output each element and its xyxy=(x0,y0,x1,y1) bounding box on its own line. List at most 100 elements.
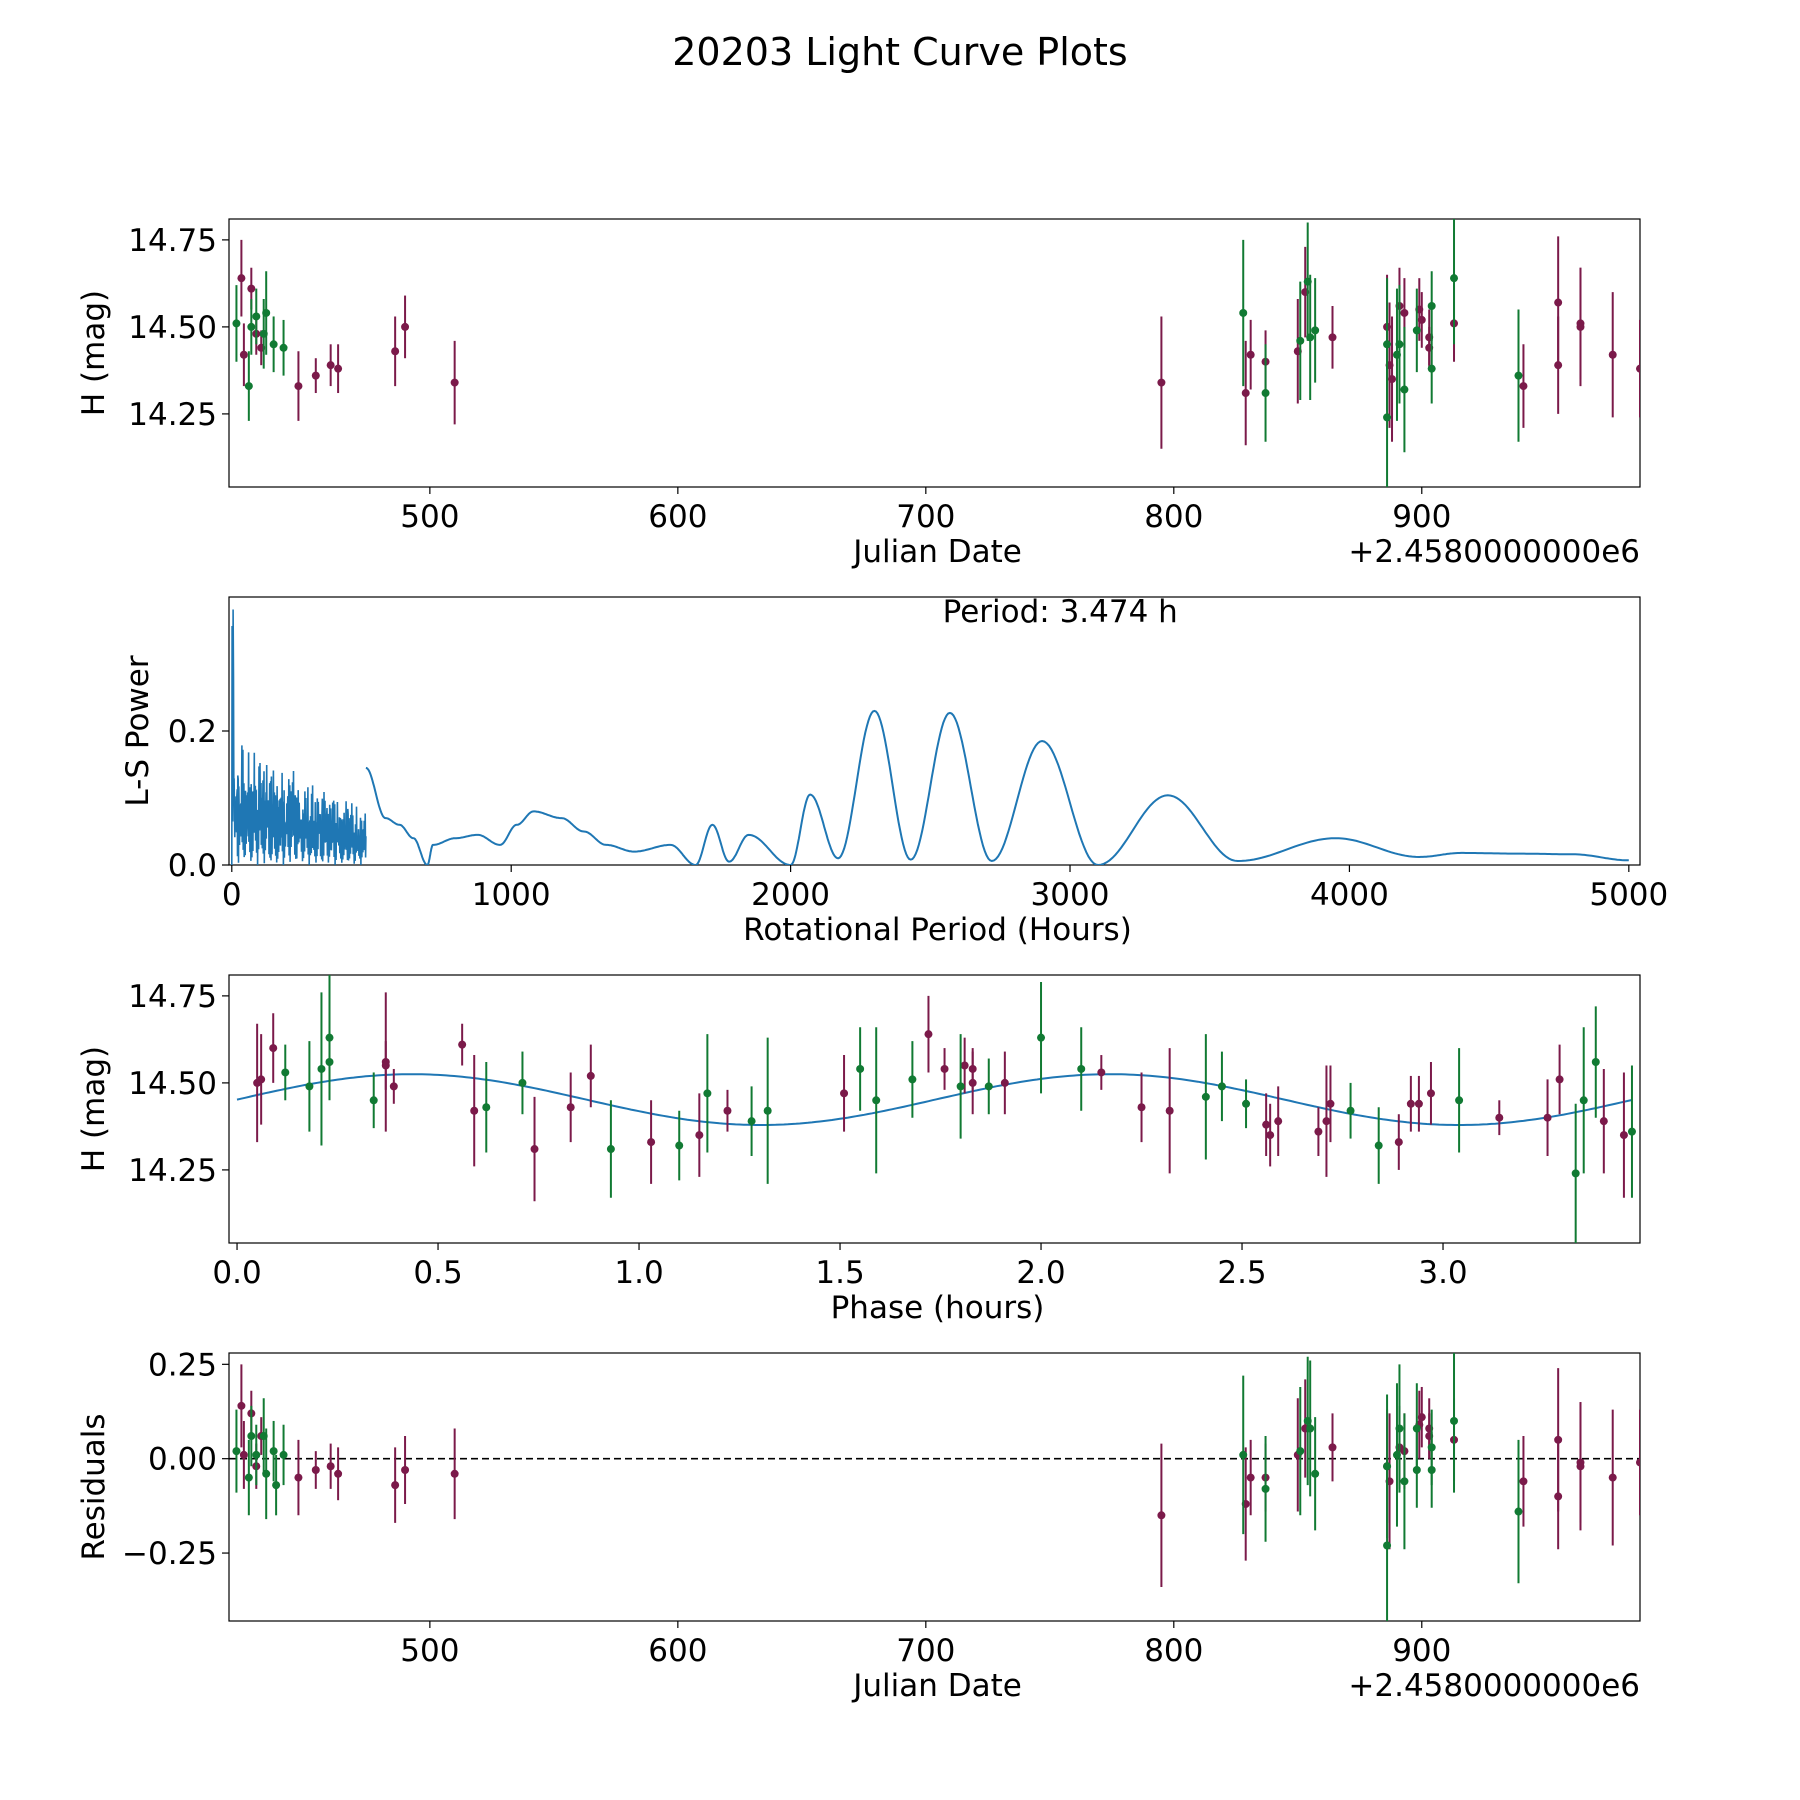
data-point xyxy=(252,312,261,321)
x-offset-label: +2.4580000000e6 xyxy=(1348,534,1640,570)
data-point xyxy=(1427,1466,1436,1475)
data-point xyxy=(872,1096,881,1105)
data-point xyxy=(1328,1443,1337,1452)
data-point xyxy=(1314,1127,1323,1136)
x-tick-label: 1000 xyxy=(472,877,551,913)
data-point xyxy=(279,1450,288,1459)
data-point xyxy=(695,1131,704,1140)
data-point xyxy=(482,1103,491,1112)
data-point xyxy=(326,361,335,370)
data-point xyxy=(1576,1462,1585,1471)
data-point xyxy=(1514,1507,1523,1516)
data-point xyxy=(1165,1106,1174,1115)
x-tick-label: 800 xyxy=(1144,499,1203,535)
data-point xyxy=(305,1082,314,1091)
data-point xyxy=(450,378,459,387)
data-point xyxy=(1311,326,1320,335)
data-layer xyxy=(253,975,1636,1243)
data-point xyxy=(1636,1458,1640,1467)
data-point xyxy=(856,1064,865,1073)
data-point xyxy=(1576,322,1585,331)
data-point xyxy=(1077,1064,1086,1073)
data-point xyxy=(908,1075,917,1084)
data-point xyxy=(1262,1120,1271,1129)
data-point xyxy=(1246,1473,1255,1482)
data-point xyxy=(232,1447,241,1456)
data-point xyxy=(566,1103,575,1112)
data-point xyxy=(247,1432,256,1441)
data-point xyxy=(960,1061,969,1070)
data-point xyxy=(1306,333,1315,342)
x-offset-label: +2.4580000000e6 xyxy=(1348,1668,1640,1704)
y-tick-label: 0.25 xyxy=(148,1347,217,1383)
data-point xyxy=(530,1145,539,1154)
data-point xyxy=(1097,1068,1106,1077)
y-axis-label: H (mag) xyxy=(76,290,112,416)
figure-title: 20203 Light Curve Plots xyxy=(672,30,1127,74)
data-point xyxy=(723,1106,732,1115)
data-point xyxy=(1311,1469,1320,1478)
x-tick-label: 800 xyxy=(1144,1633,1203,1669)
data-point xyxy=(1241,389,1250,398)
series-band-A xyxy=(253,992,1628,1202)
data-point xyxy=(272,1481,281,1490)
data-point xyxy=(237,1401,246,1410)
curve-layer xyxy=(231,609,1629,865)
data-point xyxy=(247,284,256,293)
data-point xyxy=(450,1469,459,1478)
data-point xyxy=(294,1473,303,1482)
data-point xyxy=(1383,413,1392,422)
x-axis-label: Phase (hours) xyxy=(831,1290,1045,1326)
data-point xyxy=(1450,1416,1459,1425)
power-curve-long-period xyxy=(365,709,1629,865)
data-point xyxy=(1427,364,1436,373)
x-tick-label: 700 xyxy=(896,1633,955,1669)
data-point xyxy=(1395,340,1404,349)
data-point xyxy=(1296,1447,1305,1456)
data-point xyxy=(1619,1131,1628,1140)
data-point xyxy=(1394,1138,1403,1147)
data-point xyxy=(1274,1117,1283,1126)
data-point xyxy=(239,350,248,359)
period-annotation: Period: 3.474 h xyxy=(943,594,1178,630)
x-tick-label: 3000 xyxy=(1031,877,1110,913)
data-point xyxy=(470,1106,479,1115)
residuals-panel: 500 600 700 800 900 −0.25 0.00 0.25 Julian Date R… xyxy=(76,1347,1641,1704)
data-layer xyxy=(232,1353,1640,1621)
data-point xyxy=(281,1068,290,1077)
y-tick-label: 0.2 xyxy=(168,714,217,750)
series-band-B xyxy=(281,975,1636,1243)
phased-panel: 0.0 0.5 1.0 1.5 2.0 2.5 3.0 14.25 14.50 14.75 Phas… xyxy=(76,974,1641,1326)
data-point xyxy=(518,1078,527,1087)
x-tick-label: 0.0 xyxy=(212,1255,261,1291)
x-tick-label: 600 xyxy=(648,499,707,535)
x-tick-label: 900 xyxy=(1392,1633,1451,1669)
data-point xyxy=(1296,336,1305,345)
data-point xyxy=(1261,389,1270,398)
data-point xyxy=(334,1469,343,1478)
y-tick-label: 0.0 xyxy=(168,848,217,884)
data-point xyxy=(1514,371,1523,380)
data-point xyxy=(1383,340,1392,349)
y-tick-label: 14.50 xyxy=(128,310,217,346)
data-point xyxy=(924,1030,933,1039)
x-axis-label: Julian Date xyxy=(851,534,1022,570)
data-point xyxy=(1412,326,1421,335)
series-band-B xyxy=(232,219,1523,487)
data-point xyxy=(968,1064,977,1073)
data-point xyxy=(381,1061,390,1070)
data-point xyxy=(1455,1096,1464,1105)
data-point xyxy=(1599,1117,1608,1126)
data-point xyxy=(703,1089,712,1098)
data-point xyxy=(1261,1484,1270,1493)
x-tick-label: 600 xyxy=(648,1633,707,1669)
data-point xyxy=(247,322,256,331)
y-tick-label: 14.75 xyxy=(128,979,217,1015)
data-point xyxy=(1554,1435,1563,1444)
data-point xyxy=(1400,1477,1409,1486)
data-point xyxy=(1417,1413,1426,1422)
data-point xyxy=(1571,1169,1580,1178)
data-point xyxy=(586,1071,595,1080)
